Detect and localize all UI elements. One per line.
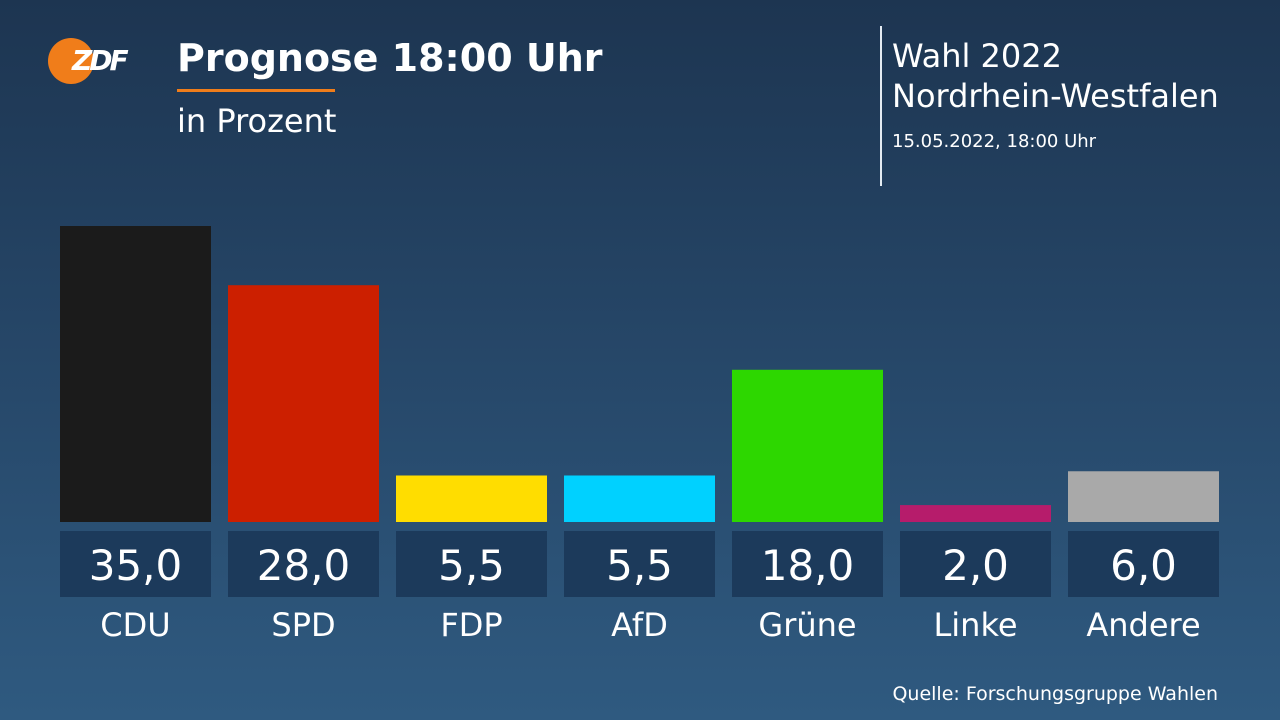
- election-region: Nordrhein-Westfalen: [892, 77, 1219, 115]
- bar-linke: [900, 505, 1051, 522]
- value-box-andere: [1068, 531, 1219, 597]
- bar-cdu: [60, 226, 211, 522]
- election-year: Wahl 2022: [892, 37, 1062, 75]
- value-label-cdu: 35,0: [89, 541, 183, 590]
- election-datetime: 15.05.2022, 18:00 Uhr: [892, 131, 1097, 152]
- bar-spd: [228, 285, 379, 522]
- bar-gruene: [732, 369, 883, 522]
- bar-andere: [1068, 471, 1219, 522]
- bar-fdp: [396, 475, 547, 522]
- page-subtitle: in Prozent: [177, 102, 337, 140]
- value-label-andere: 6,0: [1110, 541, 1177, 590]
- category-label-andere: Andere: [1086, 606, 1200, 644]
- value-box-gruene: [732, 531, 883, 597]
- value-box-cdu: [60, 531, 211, 597]
- value-label-linke: 2,0: [942, 541, 1009, 590]
- logo-text: ZDF: [72, 44, 129, 77]
- page-title: Prognose 18:00 Uhr: [177, 36, 603, 80]
- value-box-linke: [900, 531, 1051, 597]
- logo-circle: [48, 38, 94, 84]
- category-label-cdu: CDU: [100, 606, 170, 644]
- source-note: Quelle: Forschungsgruppe Wahlen: [892, 683, 1218, 705]
- value-label-spd: 28,0: [257, 541, 351, 590]
- header-divider: [880, 26, 882, 186]
- election-info: Wahl 2022 Nordrhein-Westfalen: [892, 36, 1219, 116]
- title-underline: [177, 89, 335, 92]
- value-box-fdp: [396, 531, 547, 597]
- value-label-gruene: 18,0: [761, 541, 855, 590]
- zdf-logo: ZDF: [48, 36, 138, 84]
- category-label-fdp: FDP: [440, 606, 502, 644]
- bar-afd: [564, 475, 715, 522]
- category-label-gruene: Grüne: [758, 606, 856, 644]
- value-box-afd: [564, 531, 715, 597]
- value-label-fdp: 5,5: [438, 541, 505, 590]
- value-box-spd: [228, 531, 379, 597]
- value-label-afd: 5,5: [606, 541, 673, 590]
- category-label-spd: SPD: [271, 606, 335, 644]
- category-label-linke: Linke: [933, 606, 1017, 644]
- category-label-afd: AfD: [611, 606, 668, 644]
